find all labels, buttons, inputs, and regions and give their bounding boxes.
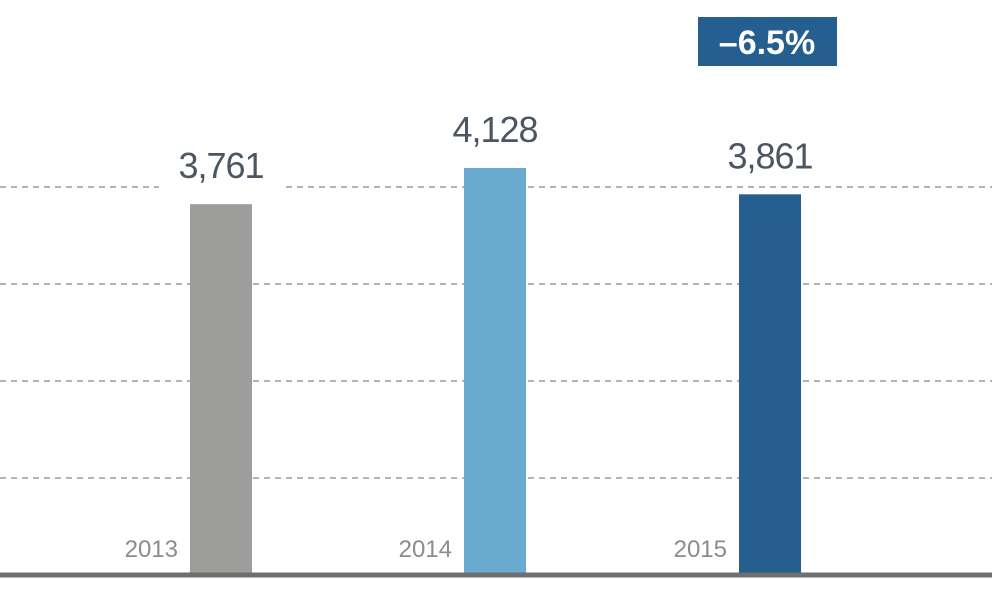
value-label-backdrop-2014: [433, 107, 557, 152]
bar-2015: [739, 194, 801, 575]
value-labels: 3,761 4,128 3,861: [159, 107, 832, 189]
year-label-2015: 2015: [674, 536, 727, 563]
value-label-backdrop-2013: [159, 144, 283, 189]
bar-2013: [190, 204, 252, 575]
value-label-2015: 3,861: [727, 135, 812, 176]
bars: [190, 167, 801, 576]
change-badge: –6.5%: [698, 17, 837, 66]
value-label-backdrop-2015: [708, 134, 832, 179]
change-badge-background: [698, 17, 837, 66]
value-label-2014: 4,128: [452, 109, 537, 150]
year-labels: 2013 2014 2015: [125, 536, 727, 563]
value-label-2013: 3,761: [178, 145, 263, 186]
bar-2014: [464, 167, 526, 576]
year-label-2014: 2014: [399, 536, 452, 563]
year-label-2013: 2013: [125, 536, 178, 563]
change-badge-text: –6.5%: [719, 24, 815, 62]
